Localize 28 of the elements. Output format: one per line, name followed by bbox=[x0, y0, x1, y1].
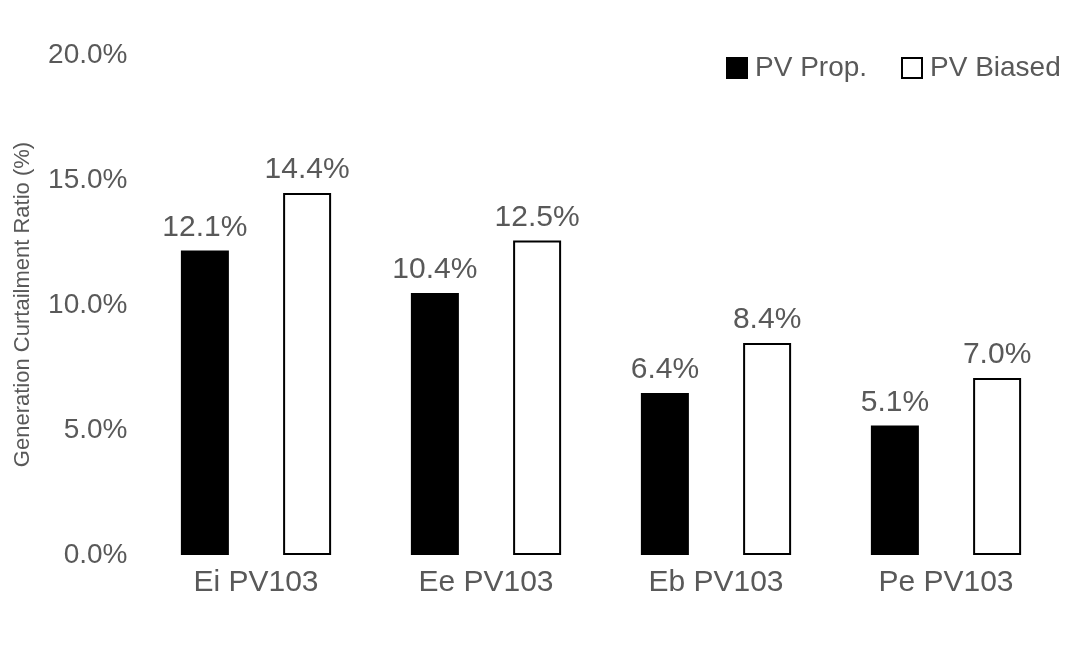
bar bbox=[973, 378, 1022, 555]
data-label: 10.4% bbox=[392, 251, 478, 284]
bar bbox=[410, 293, 459, 555]
x-tick-label: Ee PV103 bbox=[418, 563, 554, 597]
y-tick-label: 20.0% bbox=[48, 37, 128, 69]
data-label: 12.5% bbox=[494, 198, 580, 232]
y-tick-label: 0.0% bbox=[63, 537, 128, 569]
data-label: 6.4% bbox=[630, 351, 700, 384]
legend-label: PV Prop. bbox=[755, 51, 868, 82]
x-tick-label: Eb PV103 bbox=[648, 563, 784, 597]
bar bbox=[743, 343, 792, 555]
bar bbox=[640, 393, 689, 555]
data-label: 14.4% bbox=[264, 151, 350, 184]
y-tick-label: 5.0% bbox=[63, 412, 128, 444]
data-label: 7.0% bbox=[962, 336, 1032, 369]
legend-label: PV Biased bbox=[930, 51, 1061, 82]
bar bbox=[180, 250, 229, 555]
y-axis-title: Generation Curtailment Ratio (%) bbox=[9, 141, 35, 468]
x-tick-label: Ei PV103 bbox=[193, 563, 319, 597]
x-tick-label: Pe PV103 bbox=[878, 563, 1014, 597]
bar bbox=[513, 240, 562, 555]
y-tick-label: 10.0% bbox=[48, 287, 128, 319]
y-tick-label: 15.0% bbox=[48, 162, 128, 194]
data-label: 8.4% bbox=[732, 301, 802, 334]
bar bbox=[283, 193, 332, 555]
data-label: 12.1% bbox=[162, 208, 248, 242]
data-label: 5.1% bbox=[860, 383, 930, 417]
bar bbox=[870, 425, 919, 555]
